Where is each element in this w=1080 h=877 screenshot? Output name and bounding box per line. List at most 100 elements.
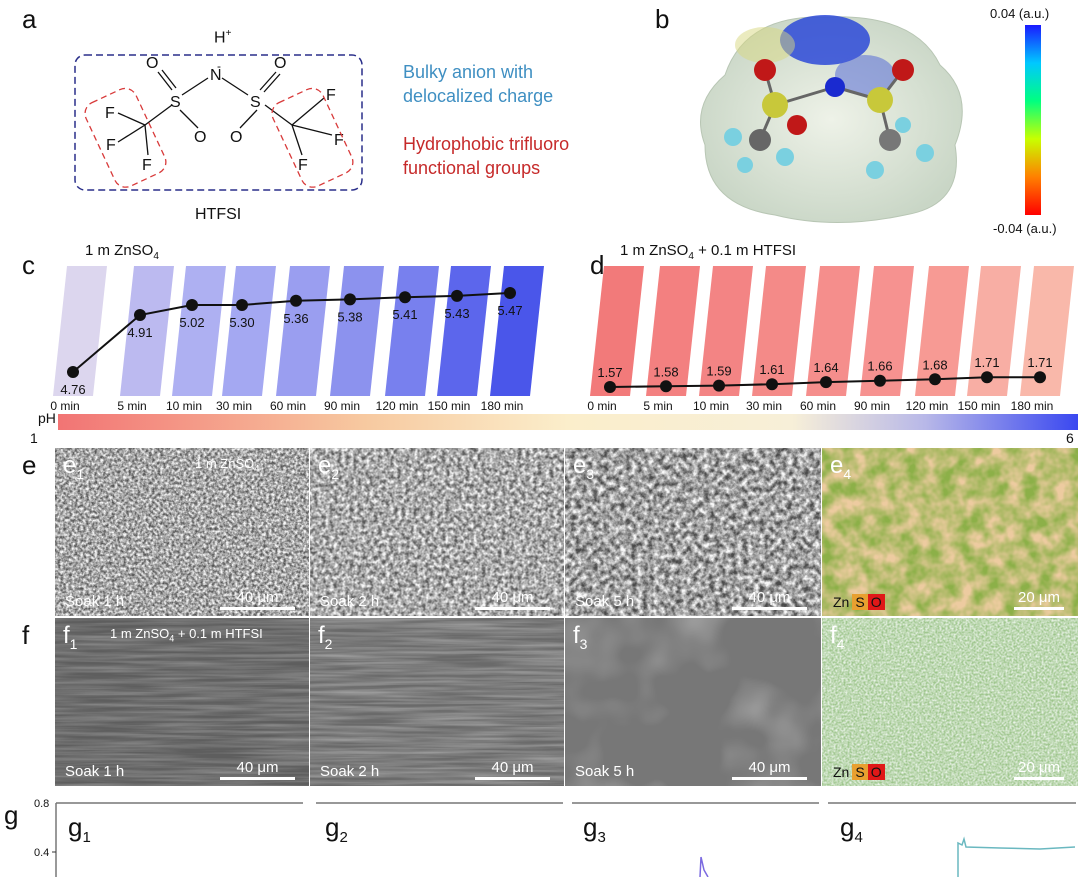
soak-time-label: Soak 2 h [320, 593, 380, 610]
g-tick-08: 0.8 [34, 798, 50, 810]
e2-micrograph: e2 Soak 2 h 40 μm [310, 448, 564, 616]
element-Zn: Zn [833, 594, 850, 610]
c-time-label: 30 min [216, 399, 252, 413]
d-point-2 [713, 379, 725, 392]
d-value-label: 1.61 [759, 362, 784, 377]
d-vial-7 [967, 266, 1021, 396]
panel-b-label: b [655, 4, 670, 34]
subpanel-label: e1 [63, 452, 85, 482]
c-point-7 [451, 289, 463, 302]
g3-label: g3 [583, 812, 606, 847]
d-point-0 [604, 381, 616, 393]
panel-c-label: c [22, 250, 35, 280]
svg-text:F: F [334, 132, 344, 149]
d-point-7 [981, 371, 993, 384]
e3-micrograph: e3 Soak 5 h 40 μm [565, 448, 821, 616]
esp-colorbar [1025, 25, 1041, 215]
c-value-label: 5.43 [444, 306, 469, 321]
d-vial-2 [699, 266, 753, 396]
d-point-6 [929, 373, 941, 386]
d-vial-0 [590, 266, 644, 396]
svg-text:-: - [217, 59, 221, 73]
c-time-label: 150 min [428, 399, 471, 413]
d-value-label: 1.71 [1027, 355, 1052, 370]
c-time-label: 0 min [50, 399, 79, 413]
svg-text:N: N [210, 67, 222, 84]
c-vial-7 [437, 266, 491, 396]
hydrophobic-note: Hydrophobic trifluoro functional groups [403, 134, 570, 178]
c-value-label: 4.91 [127, 325, 152, 340]
soak-time-label: Soak 5 h [575, 593, 635, 610]
c-vial-8 [490, 266, 544, 396]
d-time-label: 60 min [800, 399, 836, 413]
subpanel-label: e3 [573, 452, 595, 482]
svg-text:F: F [105, 105, 115, 122]
subpanel-label: f1 [63, 622, 78, 652]
electrolyte-note: 1 m ZnSO4 + 0.1 m HTFSI [110, 626, 263, 644]
subpanel-label: e4 [830, 452, 852, 482]
soak-time-label: Soak 1 h [65, 593, 125, 610]
soak-time-label: Soak 2 h [320, 763, 380, 780]
c-time-label: 120 min [376, 399, 419, 413]
ph-vial-charts: 4.76 4.91 5.02 5.30 5.36 5.38 5.41 5.43 5.47 1.57… [50, 266, 1074, 413]
colorbar-max-label: 0.04 (a.u.) [990, 6, 1050, 21]
c-value-label: 5.41 [392, 307, 417, 322]
svg-text:F: F [106, 137, 116, 154]
panel-c-title: 1 m ZnSO4 [85, 242, 159, 262]
g1-label: g1 [68, 812, 91, 847]
panel-g-label: g [4, 800, 19, 830]
c-vial-3 [222, 266, 276, 396]
e4-micrograph: e4 20 μm Zn S O [822, 448, 1078, 616]
d-point-8 [1034, 371, 1046, 384]
ph-colorbar [58, 414, 1078, 430]
c-value-label: 5.47 [497, 303, 522, 318]
element-legend: Zn S O [830, 764, 885, 780]
d-vial-3 [752, 266, 806, 396]
scale-bar: 20 μm [1014, 759, 1064, 780]
d-time-label: 5 min [643, 399, 672, 413]
c-value-label: 5.30 [229, 315, 254, 330]
c-value-label: 5.36 [283, 311, 308, 326]
d-value-label: 1.57 [597, 365, 622, 380]
c-vial-1 [120, 266, 174, 396]
proton-label: H+ [214, 28, 232, 47]
svg-text:O: O [230, 129, 242, 146]
c-vial-0 [53, 266, 107, 396]
scale-bar: 20 μm [1014, 589, 1064, 610]
d-vial-1 [646, 266, 700, 396]
d-point-1 [660, 380, 672, 393]
svg-text:F: F [142, 157, 152, 174]
subpanel-label: f3 [573, 622, 588, 652]
svg-text:F: F [298, 157, 308, 174]
panel-f-label: f [22, 620, 30, 650]
panel-d-label: d [590, 250, 605, 280]
c-time-label: 180 min [481, 399, 524, 413]
d-value-label: 1.66 [867, 359, 892, 374]
c-point-5 [344, 293, 356, 306]
g4-label: g4 [840, 812, 863, 847]
c-value-label: 5.02 [179, 315, 204, 330]
f3-micrograph: f3 Soak 5 h 40 μm [565, 618, 821, 786]
c-value-label: 5.38 [337, 309, 362, 324]
g2-label: g2 [325, 812, 348, 847]
scale-bar: 40 μm [732, 759, 807, 780]
d-vial-6 [915, 266, 969, 396]
element-O: O [867, 594, 885, 610]
scale-bar: 40 μm [220, 759, 295, 780]
c-vial-4 [276, 266, 330, 396]
d-value-label: 1.64 [813, 360, 838, 375]
element-O: O [867, 764, 885, 780]
d-point-5 [874, 374, 886, 387]
d-vial-5 [860, 266, 914, 396]
g-voltage-plots [52, 802, 1076, 877]
d-value-label: 1.68 [922, 357, 947, 372]
d-time-label: 150 min [958, 399, 1001, 413]
scale-bar: 40 μm [220, 589, 295, 610]
ph-label: pH [38, 410, 56, 426]
ph-max: 6 [1066, 430, 1074, 446]
d-vial-4 [806, 266, 860, 396]
c-point-6 [399, 291, 411, 304]
c-vial-5 [330, 266, 384, 396]
c-point-1 [134, 309, 146, 321]
c-point-2 [186, 299, 198, 311]
